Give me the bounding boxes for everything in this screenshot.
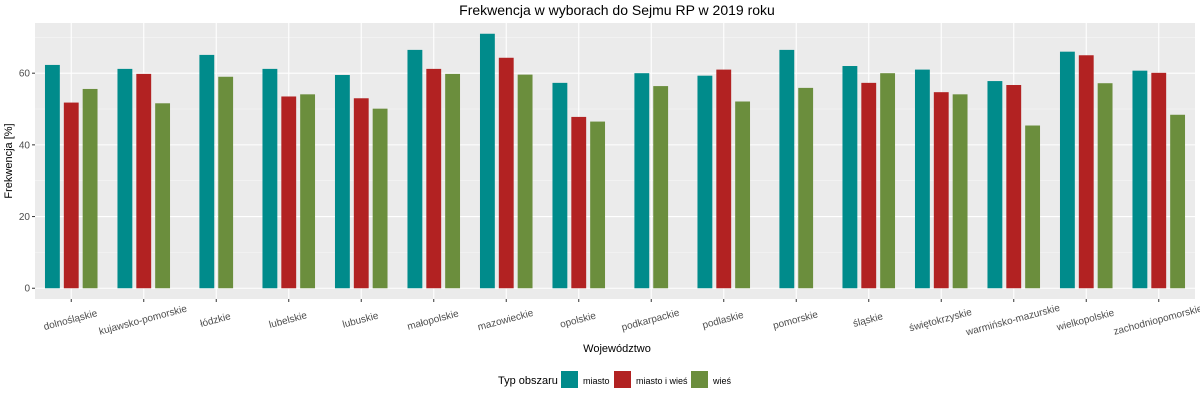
x-tick-label: kujawsko-pomorskie	[98, 303, 189, 337]
bar	[1151, 72, 1167, 289]
bar	[842, 66, 858, 289]
bar	[798, 87, 814, 289]
y-tick-label: 40	[19, 140, 31, 151]
bar	[281, 96, 297, 289]
x-tick-label: lubuskie	[341, 310, 380, 330]
bar	[914, 69, 930, 289]
y-tick-label: 0	[24, 284, 30, 295]
bar	[199, 54, 215, 289]
bar	[44, 64, 60, 289]
legend-label: wieś	[712, 376, 732, 386]
bar	[426, 68, 442, 289]
legend-title: Typ obszaru	[498, 375, 558, 387]
y-axis: 0 20 40 60	[19, 69, 35, 295]
bar	[779, 49, 795, 289]
bar	[1132, 70, 1148, 289]
bar	[716, 69, 732, 289]
bar	[861, 82, 877, 289]
legend-swatch	[561, 371, 578, 388]
bar	[933, 92, 949, 289]
y-axis-title: Frekwencja [%]	[3, 123, 15, 198]
bar	[634, 73, 650, 289]
y-tick-label: 20	[19, 212, 31, 223]
bar	[735, 101, 751, 289]
bar	[117, 68, 133, 289]
x-tick-label: zachodniopomorskie	[1112, 303, 1200, 337]
x-tick-label: warmińsko-mazurskie	[964, 303, 1062, 339]
bar	[880, 73, 896, 289]
legend-swatch	[614, 371, 631, 388]
bar	[498, 57, 514, 289]
bars-group	[44, 33, 1186, 289]
bar	[653, 86, 669, 289]
x-tick-label: śląskie	[852, 311, 885, 330]
bar	[1006, 85, 1022, 289]
bar	[571, 116, 587, 289]
bar	[1059, 51, 1075, 289]
x-tick-label: łódzkie	[199, 311, 232, 330]
bar	[300, 94, 316, 289]
legend-swatch	[691, 371, 708, 388]
x-tick-label: małopolskie	[406, 308, 460, 332]
legend-label: miasto	[583, 376, 610, 386]
x-tick-label: lubelskie	[268, 310, 309, 331]
bar	[372, 108, 388, 289]
x-axis-title: Województwo	[583, 343, 651, 355]
legend-label: miasto i wieś	[636, 376, 688, 386]
bar	[262, 68, 278, 289]
chart-title: Frekwencja w wyborach do Sejmu RP w 2019…	[459, 2, 775, 18]
bar	[82, 88, 98, 289]
legend: Typ obszaru miasto miasto i wieś wieś	[498, 371, 732, 388]
x-tick-label: mazowieckie	[477, 308, 536, 334]
bar	[1025, 125, 1041, 289]
bar	[697, 75, 713, 289]
x-axis: dolnośląskie kujawsko-pomorskie łódzkie lub…	[43, 299, 1200, 339]
bar	[407, 49, 423, 289]
bar	[63, 102, 79, 289]
bar	[590, 121, 606, 289]
bar	[552, 82, 568, 289]
bar	[136, 73, 152, 289]
bar	[218, 76, 234, 289]
bar	[445, 73, 461, 289]
bar	[334, 74, 350, 289]
x-tick-label: świętokrzyskie	[908, 307, 974, 334]
bar	[155, 103, 171, 289]
x-tick-label: dolnośląskie	[43, 308, 99, 333]
bar	[1078, 55, 1094, 289]
x-tick-label: wielkopolskie	[1055, 308, 1116, 334]
x-tick-label: podkarpackie	[620, 307, 681, 333]
bar	[353, 98, 369, 289]
bar	[517, 74, 533, 289]
x-tick-label: podlaskie	[701, 310, 745, 332]
bar	[479, 33, 495, 289]
bar	[1097, 83, 1113, 289]
x-tick-label: opolskie	[559, 310, 598, 330]
bar	[1170, 114, 1186, 289]
x-tick-label: pomorskie	[772, 309, 820, 332]
y-tick-label: 60	[19, 69, 31, 80]
bar	[987, 81, 1003, 289]
bar	[952, 94, 968, 289]
